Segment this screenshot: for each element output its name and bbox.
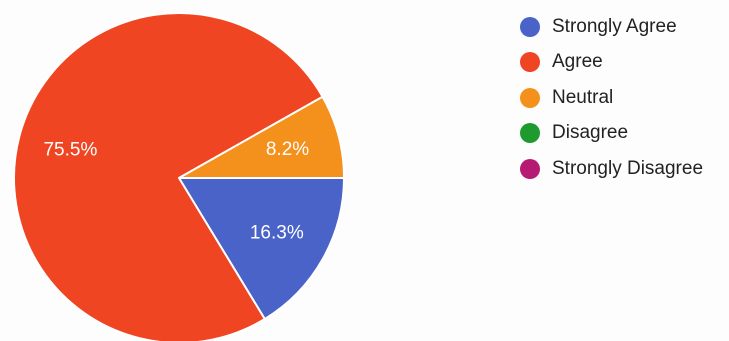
legend-swatch-strongly-agree (520, 16, 540, 37)
legend-swatch-neutral (520, 87, 540, 108)
legend-swatch-agree (520, 52, 540, 73)
legend-swatch-disagree (520, 123, 540, 144)
legend-label-disagree: Disagree (552, 122, 629, 144)
legend-item-disagree: Disagree (520, 116, 703, 152)
legend-item-neutral: Neutral (520, 80, 703, 116)
pie-labels: 16.3% 75.5% 8.2% (43, 139, 309, 244)
pie-slice-strongly-agree (178, 177, 345, 320)
legend-label-neutral: Neutral (552, 86, 614, 108)
pie-slices (13, 12, 345, 341)
pie-label-strongly-agree: 16.3% (250, 222, 304, 243)
legend-label-agree: Agree (552, 51, 603, 73)
legend-item-agree: Agree (520, 45, 703, 81)
legend-label-strongly-disagree: Strongly Disagree (552, 157, 704, 179)
legend-item-strongly-disagree: Strongly Disagree (520, 151, 703, 187)
pie-label-neutral: 8.2% (266, 139, 309, 160)
pie-slice-neutral (178, 95, 345, 179)
legend-swatch-strongly-disagree (520, 158, 540, 179)
legend-label-strongly-agree: Strongly Agree (552, 15, 677, 37)
legend: Strongly Agree Agree Neutral Disagree Strong… (520, 9, 703, 187)
legend-item-strongly-agree: Strongly Agree (520, 9, 703, 45)
pie-label-agree: 75.5% (43, 139, 97, 160)
